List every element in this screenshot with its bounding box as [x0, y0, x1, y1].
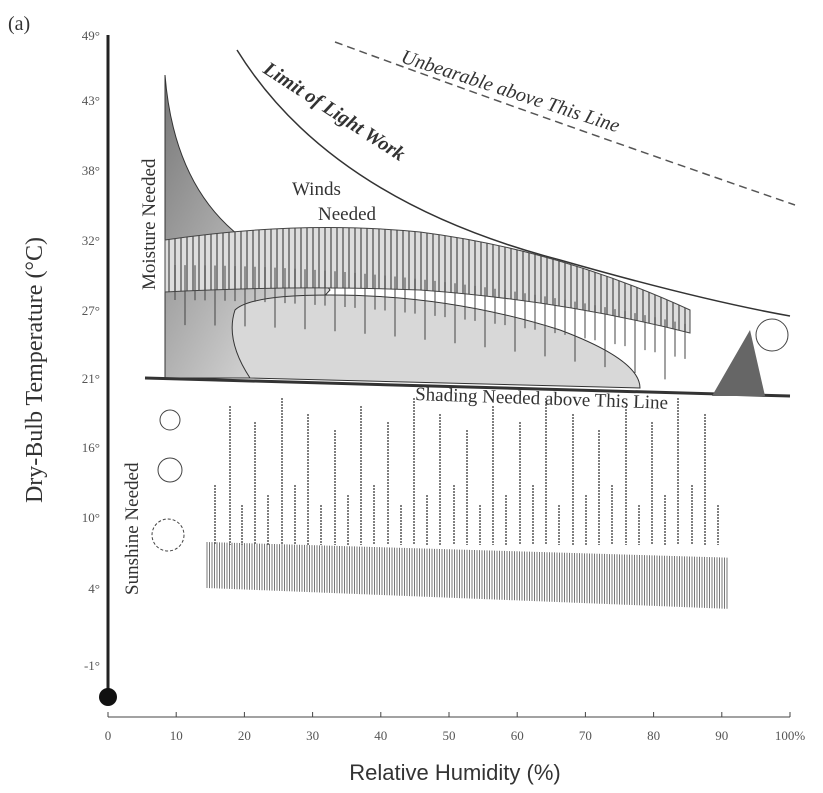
y-tick-label: 16°	[82, 440, 100, 455]
y-tick-label: 10°	[82, 510, 100, 525]
sun-icon	[160, 410, 180, 430]
y-tick-label: 21°	[82, 371, 100, 386]
thermometer-bulb	[99, 688, 117, 706]
x-tick-label: 90	[715, 728, 728, 743]
unbearable-label: Unbearable above This Line	[398, 46, 622, 138]
x-tick-label: 10	[170, 728, 183, 743]
x-tick-label: 50	[443, 728, 456, 743]
y-tick-label: 4°	[88, 581, 100, 596]
shading-label: Shading Needed above This Line	[415, 384, 669, 414]
y-tick-label: -1°	[84, 658, 100, 673]
panel-label: (a)	[8, 13, 30, 35]
winds-label: Winds	[292, 179, 341, 200]
sunshine-label: Sunshine Needed	[122, 462, 143, 595]
sun-icon	[152, 519, 184, 551]
sun-icon	[158, 458, 182, 482]
x-tick-label: 60	[511, 728, 524, 743]
x-axis-title: Relative Humidity (%)	[349, 760, 561, 785]
bioclimatic-chart: (a) 49° 43° 38° 32° 27° 21° 16° 10° 4° -1° 0 10 20 30…	[0, 0, 823, 793]
y-tick-label: 32°	[82, 233, 100, 248]
x-tick-label: 40	[374, 728, 387, 743]
y-tick-label: 43°	[82, 93, 100, 108]
y-tick-label: 38°	[82, 163, 100, 178]
winds-label: Needed	[318, 204, 377, 225]
tree-icon	[756, 319, 788, 351]
x-tick-label: 30	[306, 728, 319, 743]
x-tick-label: 100%	[775, 728, 806, 743]
x-tick-label: 70	[579, 728, 592, 743]
x-tick-label: 80	[647, 728, 660, 743]
x-tick-label: 0	[105, 728, 112, 743]
moisture-label: Moisture Needed	[139, 158, 160, 290]
light-work-label: Limit of Light Work	[258, 57, 409, 165]
y-tick-label: 27°	[82, 303, 100, 318]
y-axis-title: Dry-Bulb Temperature (°C)	[22, 237, 48, 503]
x-tick-label: 20	[238, 728, 251, 743]
y-tick-label: 49°	[82, 28, 100, 43]
